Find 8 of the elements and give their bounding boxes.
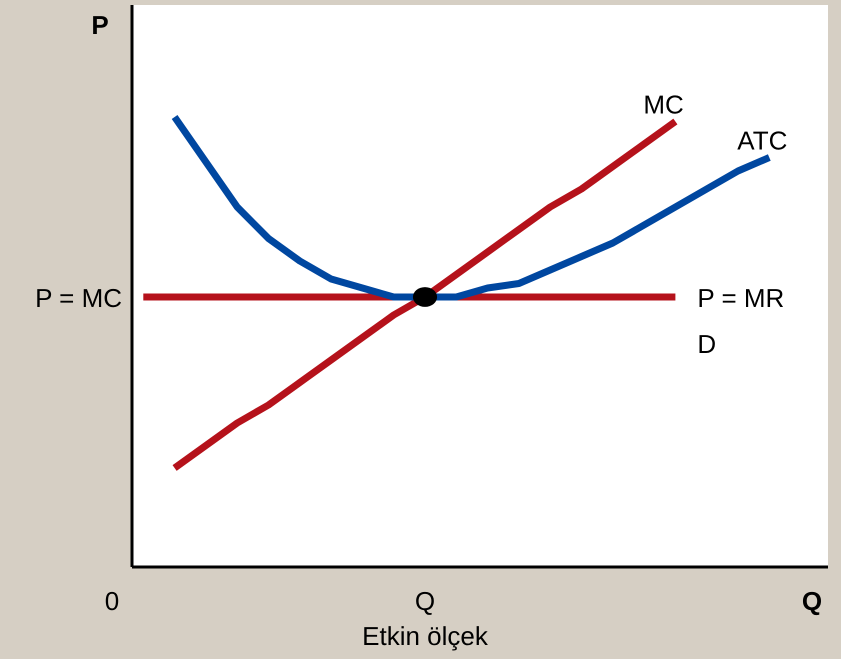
- series-label: ATC: [737, 126, 788, 156]
- annotation: D: [697, 329, 716, 359]
- y-axis-title: P: [91, 10, 109, 40]
- x-tick-label: 0: [104, 586, 120, 616]
- annotation: P = MC: [35, 283, 122, 313]
- text: Etkin ölçek: [362, 621, 489, 651]
- series-label: MC: [643, 90, 684, 120]
- series-label: P = MR: [697, 283, 784, 313]
